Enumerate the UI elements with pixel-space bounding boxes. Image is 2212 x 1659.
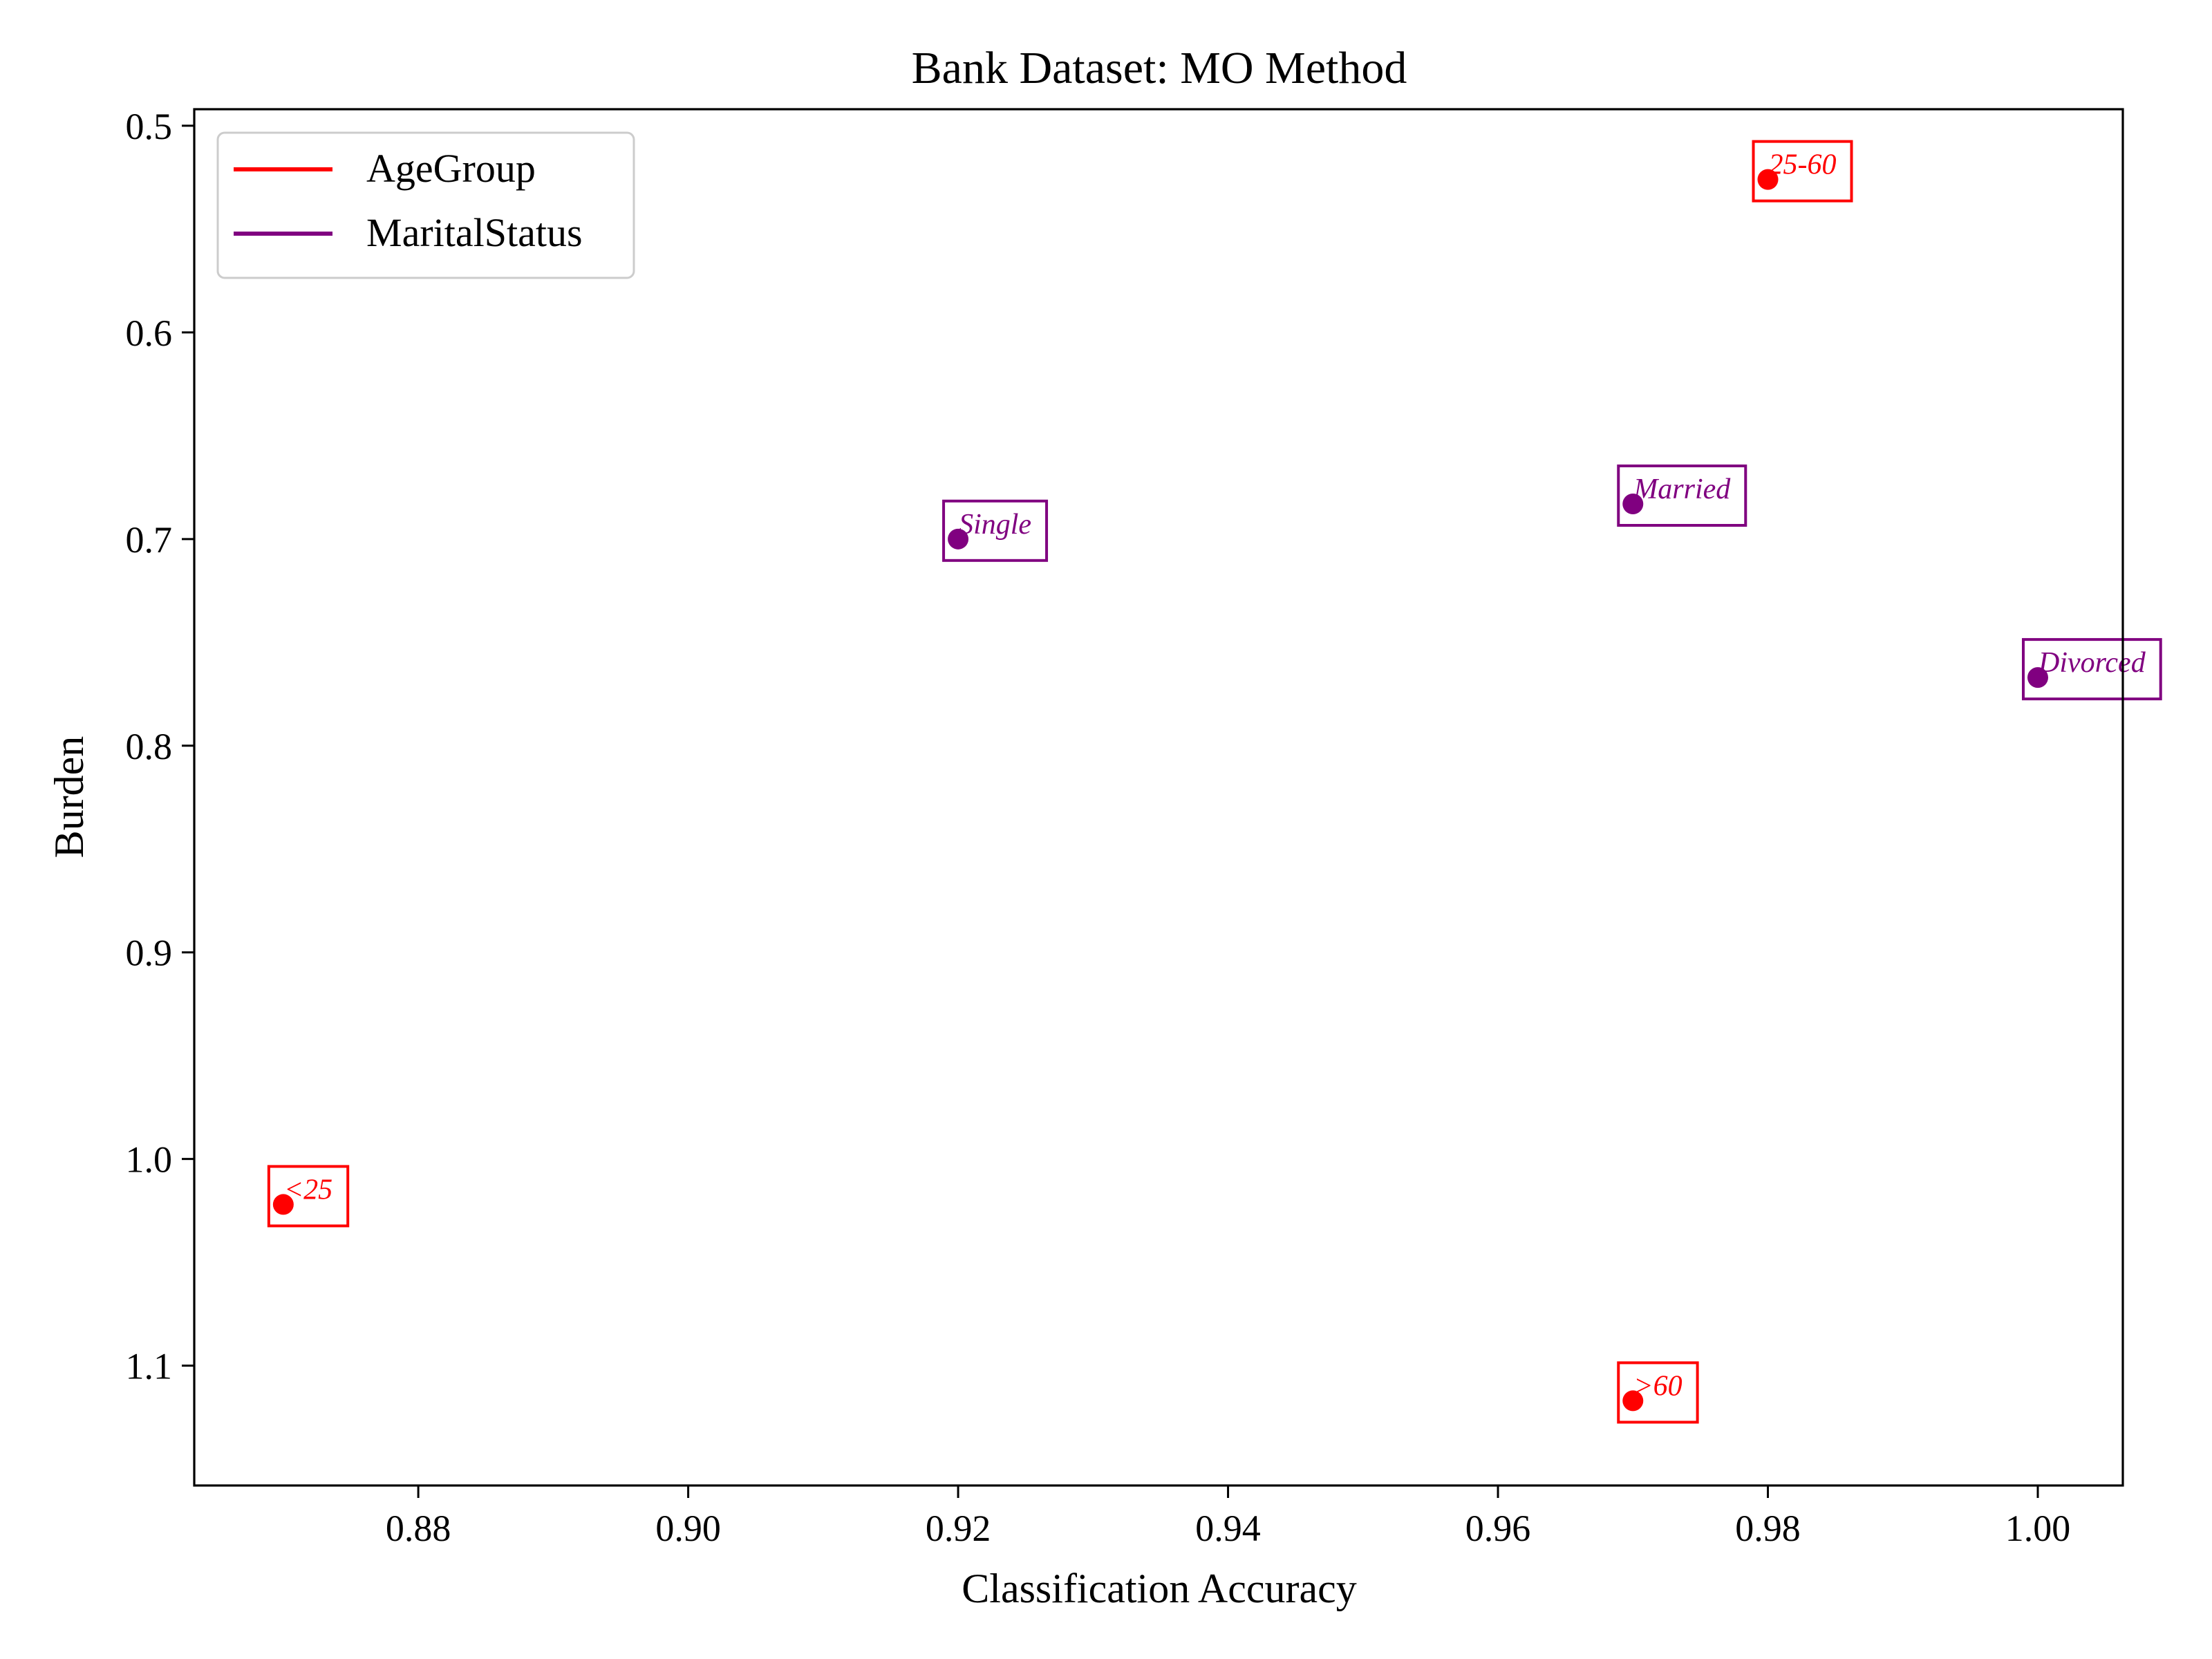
data-point xyxy=(1757,169,1779,190)
x-axis-label: Classification Accuracy xyxy=(962,1566,1356,1611)
data-point xyxy=(948,528,969,550)
x-tick-label: 0.92 xyxy=(926,1508,991,1549)
data-point-group: 25-60 xyxy=(1752,140,1853,203)
legend: AgeGroup MaritalStatus xyxy=(216,131,635,279)
y-tick-label: 0.6 xyxy=(126,312,173,354)
point-label-box xyxy=(2021,638,2162,701)
data-point-group: <25 xyxy=(267,1165,350,1228)
y-axis-label: Burden xyxy=(46,736,92,859)
point-label: Single xyxy=(959,509,1031,541)
y-tick-label: 1.1 xyxy=(126,1346,173,1387)
x-tick-label: 0.88 xyxy=(386,1508,451,1549)
data-point-group: Married xyxy=(1617,464,1747,527)
legend-label-agegroup: AgeGroup xyxy=(366,146,536,191)
plot-layer: 0.88 0.90 0.92 0.94 0.96 0.98 1.00 0.5 0.6 0.7 0.8… xyxy=(126,106,2162,1549)
data-point-group: Single xyxy=(942,499,1049,562)
y-tick-label: 0.5 xyxy=(126,106,173,147)
data-point xyxy=(2027,667,2048,688)
data-point-group: >60 xyxy=(1617,1361,1699,1424)
data-point xyxy=(272,1194,294,1215)
chart-title: Bank Dataset: MO Method xyxy=(912,43,1407,93)
data-point-group: Divorced xyxy=(2021,638,2162,701)
data-point xyxy=(1622,1390,1644,1412)
data-point xyxy=(1622,493,1644,514)
y-tick-label: 0.7 xyxy=(126,519,173,561)
point-label-box xyxy=(1617,464,1747,527)
point-label: Divorced xyxy=(2038,647,2146,679)
y-tick-label: 0.8 xyxy=(126,726,173,767)
point-label-box xyxy=(1752,140,1853,203)
legend-label-maritalstatus: MaritalStatus xyxy=(366,210,583,255)
x-tick-label: 0.98 xyxy=(1735,1508,1801,1549)
y-tick-label: 0.9 xyxy=(126,932,173,974)
x-tick-label: 0.90 xyxy=(655,1508,721,1549)
point-label: Married xyxy=(1633,474,1731,505)
y-tick-label: 1.0 xyxy=(126,1139,173,1181)
plot-frame xyxy=(193,108,2124,1487)
point-label-box xyxy=(942,499,1049,562)
point-label-box xyxy=(267,1165,350,1228)
x-tick-label: 0.96 xyxy=(1465,1508,1531,1549)
x-tick-label: 1.00 xyxy=(2005,1508,2071,1549)
point-label: 25-60 xyxy=(1769,149,1837,181)
x-tick-label: 0.94 xyxy=(1195,1508,1261,1549)
point-label-box xyxy=(1617,1361,1699,1424)
